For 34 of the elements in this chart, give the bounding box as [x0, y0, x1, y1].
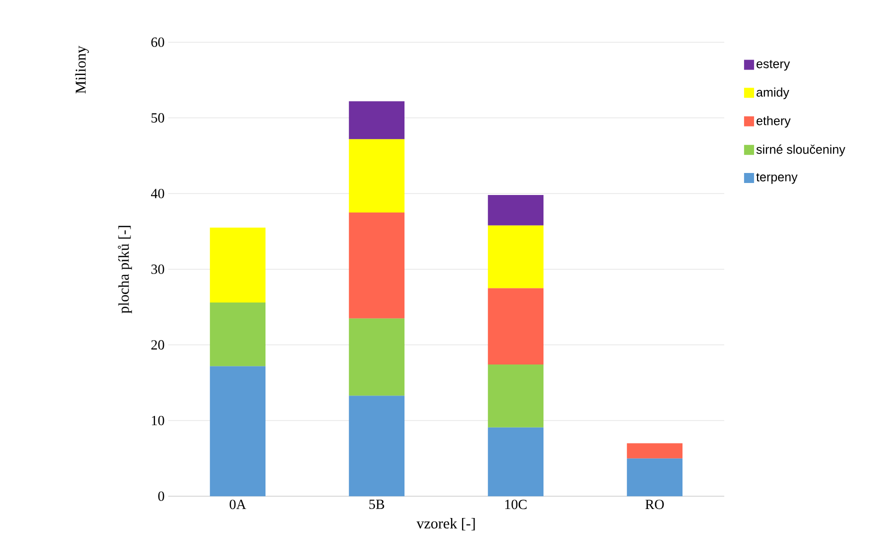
y-tick-label: 0 — [158, 492, 164, 501]
bar — [348, 318, 404, 396]
bar — [488, 427, 544, 496]
bar — [348, 396, 404, 496]
bar — [488, 195, 544, 226]
bar — [210, 228, 266, 303]
x-tick-label: 0A — [230, 500, 246, 510]
y-tick-label: 50 — [152, 113, 164, 123]
bar — [210, 302, 266, 366]
x-tick-label: 10C — [505, 500, 527, 510]
legend-label: amidy — [756, 88, 790, 100]
legend-label: sirné sloučeniny — [756, 144, 846, 156]
bar — [348, 139, 404, 212]
bar — [626, 443, 682, 458]
bar — [626, 458, 682, 496]
legend-label: ethery — [756, 116, 791, 128]
bar — [488, 288, 544, 365]
y-tick-label: 20 — [151, 340, 164, 350]
x-tick-label: RO — [645, 500, 664, 510]
y-tick-label: 30 — [151, 264, 164, 274]
bar — [210, 366, 266, 496]
text: Miliony — [75, 46, 89, 94]
y-axis-title: plocha píků [-] — [118, 226, 132, 314]
legend-label: estery — [756, 60, 790, 71]
x-tick-label: 5B — [369, 500, 384, 510]
y-tick-label: 40 — [150, 188, 164, 198]
bar — [488, 225, 544, 288]
y-tick-label: 10 — [152, 416, 164, 426]
x-axis-title: vzorek [-] — [416, 518, 475, 530]
bar — [348, 101, 404, 140]
bar — [348, 212, 404, 318]
bar — [488, 364, 544, 428]
y-tick-label: 60 — [151, 38, 164, 47]
legend-label: terpeny — [756, 173, 798, 184]
